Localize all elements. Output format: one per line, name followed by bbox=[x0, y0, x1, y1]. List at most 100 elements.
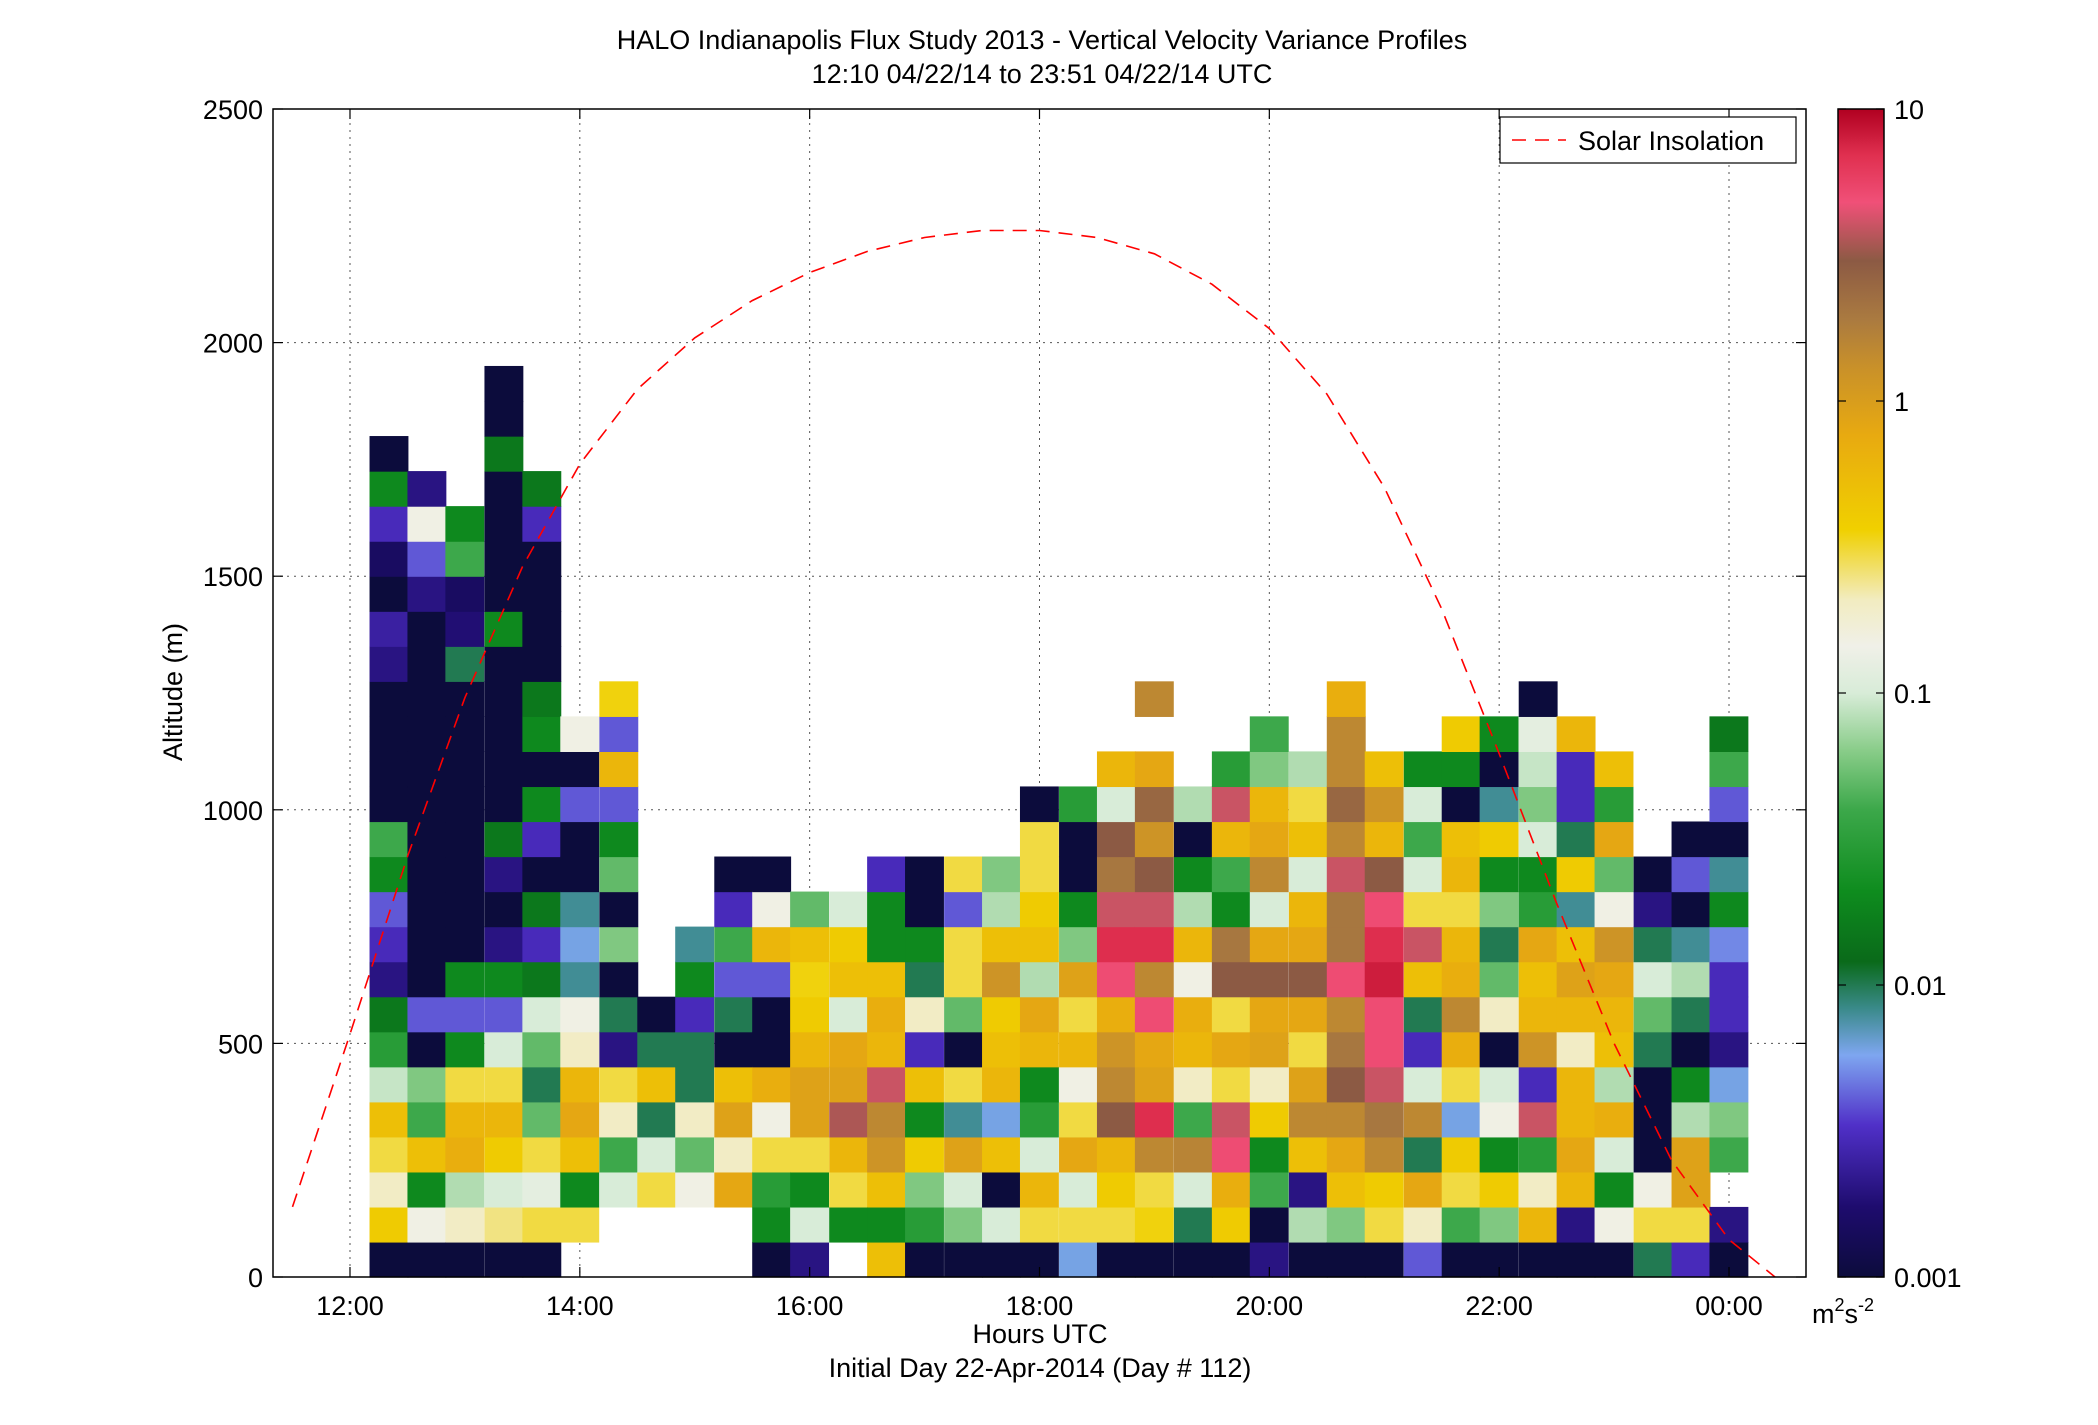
heatmap-cell bbox=[714, 1101, 754, 1138]
colorbar-unit: m2s-2 bbox=[1812, 1295, 1874, 1329]
heatmap-cell bbox=[790, 1171, 830, 1208]
heatmap-cell bbox=[1249, 856, 1289, 893]
heatmap-cell bbox=[905, 926, 944, 963]
heatmap-cell bbox=[522, 1101, 562, 1138]
heatmap-cell bbox=[522, 1031, 562, 1068]
heatmap-cell bbox=[867, 1066, 907, 1103]
heatmap-cell bbox=[1019, 961, 1059, 998]
heatmap-cell bbox=[1441, 821, 1481, 858]
heatmap-cell bbox=[1364, 1171, 1404, 1208]
heatmap-cell bbox=[1556, 751, 1596, 788]
heatmap-cell bbox=[905, 1171, 944, 1208]
heatmap-cell bbox=[675, 1101, 715, 1138]
heatmap-cell bbox=[484, 1241, 524, 1278]
x-tick-label: 12:00 bbox=[316, 1291, 384, 1321]
heatmap-cell bbox=[752, 926, 792, 963]
heatmap-cell bbox=[1518, 821, 1558, 858]
heatmap-cell bbox=[1134, 786, 1174, 823]
heatmap-cell bbox=[445, 961, 485, 998]
heatmap-cell bbox=[1671, 961, 1711, 998]
heatmap-cell bbox=[1096, 856, 1136, 893]
heatmap-cell bbox=[905, 1241, 944, 1278]
heatmap-cell bbox=[675, 1136, 715, 1173]
heatmap-cell bbox=[1173, 1206, 1213, 1243]
heatmap-cell bbox=[1709, 1031, 1749, 1068]
heatmap-cell bbox=[675, 961, 715, 998]
heatmap-cell bbox=[1441, 716, 1481, 752]
heatmap-cell bbox=[1326, 681, 1366, 717]
heatmap-cell bbox=[445, 996, 485, 1033]
heatmap-cell bbox=[1326, 1206, 1366, 1243]
heatmap-cell bbox=[1019, 1101, 1059, 1138]
heatmap-cell bbox=[1019, 1066, 1059, 1103]
heatmap-cell bbox=[1594, 821, 1634, 858]
heatmap-cell bbox=[752, 1206, 792, 1243]
heatmap-cell bbox=[1249, 891, 1289, 928]
heatmap-cell bbox=[1096, 1206, 1136, 1243]
heatmap-cell bbox=[1096, 1136, 1136, 1173]
heatmap-cell bbox=[1594, 996, 1634, 1033]
heatmap-cell bbox=[560, 821, 600, 858]
heatmap-cell bbox=[829, 1101, 869, 1138]
heatmap-cell bbox=[445, 856, 485, 893]
heatmap-cell bbox=[1709, 961, 1749, 998]
heatmap-cell bbox=[1671, 1136, 1711, 1173]
colorbar-unit-exp2: -2 bbox=[1858, 1295, 1874, 1315]
heatmap-cell bbox=[560, 1101, 600, 1138]
heatmap-cell bbox=[1671, 996, 1711, 1033]
heatmap-cell bbox=[599, 961, 639, 998]
heatmap-cell bbox=[1403, 1206, 1443, 1243]
heatmap-cell bbox=[1556, 1206, 1596, 1243]
heatmap-cell bbox=[944, 856, 984, 893]
heatmap-cell bbox=[1288, 1101, 1328, 1138]
heatmap-cell bbox=[1556, 1066, 1596, 1103]
heatmap-cell bbox=[1096, 996, 1136, 1033]
heatmap-cell bbox=[867, 1031, 907, 1068]
heatmap-cell bbox=[1096, 1241, 1136, 1278]
heatmap-cell bbox=[369, 1066, 409, 1103]
heatmap-cell bbox=[560, 716, 600, 752]
x-axis-label: Hours UTC bbox=[972, 1319, 1107, 1349]
heatmap-cell bbox=[1594, 891, 1634, 928]
heatmap-cell bbox=[599, 751, 639, 788]
heatmap-cell bbox=[1556, 1136, 1596, 1173]
heatmap-cell bbox=[1479, 891, 1519, 928]
heatmap-cell bbox=[752, 996, 792, 1033]
heatmap-cell bbox=[1709, 1136, 1749, 1173]
heatmap-cell bbox=[829, 1206, 869, 1243]
heatmap-cell bbox=[1288, 996, 1328, 1033]
heatmap-cell bbox=[484, 1206, 524, 1243]
heatmap-cell bbox=[1019, 856, 1059, 893]
heatmap-cells bbox=[369, 365, 1749, 1278]
heatmap-cell bbox=[1249, 716, 1289, 752]
heatmap-cell bbox=[1441, 1171, 1481, 1208]
heatmap-cell bbox=[829, 1066, 869, 1103]
heatmap-cell bbox=[407, 646, 447, 682]
heatmap-cell bbox=[1134, 1101, 1174, 1138]
heatmap-cell bbox=[484, 1171, 524, 1208]
heatmap-cell bbox=[982, 856, 1021, 893]
heatmap-cell bbox=[1633, 1031, 1673, 1068]
heatmap-cell bbox=[1211, 786, 1251, 823]
heatmap-cell bbox=[1173, 891, 1213, 928]
heatmap-cell bbox=[560, 996, 600, 1033]
heatmap-cell bbox=[1173, 786, 1213, 823]
heatmap-cell bbox=[407, 961, 447, 998]
heatmap-cell bbox=[369, 961, 409, 998]
heatmap-cell bbox=[752, 1031, 792, 1068]
heatmap-cell bbox=[1249, 751, 1289, 788]
colorbar-ticks: 0.001 0.01 0.1 1 10 bbox=[1838, 95, 1962, 1293]
heatmap-cell bbox=[1364, 1206, 1404, 1243]
heatmap-cell bbox=[752, 1136, 792, 1173]
heatmap-cell bbox=[522, 1241, 562, 1278]
heatmap-cell bbox=[1019, 821, 1059, 858]
heatmap-cell bbox=[1556, 1171, 1596, 1208]
heatmap-cell bbox=[944, 961, 984, 998]
heatmap-cell bbox=[1403, 786, 1443, 823]
heatmap-cell bbox=[1288, 961, 1328, 998]
heatmap-cell bbox=[752, 891, 792, 928]
heatmap-cell bbox=[1173, 1171, 1213, 1208]
heatmap-cell bbox=[369, 1171, 409, 1208]
heatmap-cell bbox=[484, 471, 524, 507]
heatmap-cell bbox=[944, 1031, 984, 1068]
